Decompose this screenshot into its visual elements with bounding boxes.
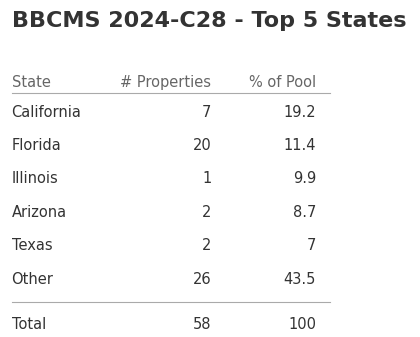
Text: 2: 2 [202, 238, 211, 253]
Text: 19.2: 19.2 [284, 105, 316, 120]
Text: Other: Other [11, 272, 53, 286]
Text: Texas: Texas [11, 238, 52, 253]
Text: Total: Total [11, 316, 46, 332]
Text: 43.5: 43.5 [284, 272, 316, 286]
Text: Illinois: Illinois [11, 172, 58, 186]
Text: % of Pool: % of Pool [249, 75, 316, 90]
Text: 1: 1 [202, 172, 211, 186]
Text: # Properties: # Properties [120, 75, 211, 90]
Text: 11.4: 11.4 [284, 138, 316, 153]
Text: Florida: Florida [11, 138, 61, 153]
Text: State: State [11, 75, 50, 90]
Text: 7: 7 [202, 105, 211, 120]
Text: 7: 7 [307, 238, 316, 253]
Text: 100: 100 [288, 316, 316, 332]
Text: 26: 26 [193, 272, 211, 286]
Text: 8.7: 8.7 [293, 205, 316, 220]
Text: 9.9: 9.9 [293, 172, 316, 186]
Text: BBCMS 2024-C28 - Top 5 States: BBCMS 2024-C28 - Top 5 States [11, 11, 406, 31]
Text: 2: 2 [202, 205, 211, 220]
Text: 20: 20 [192, 138, 211, 153]
Text: California: California [11, 105, 81, 120]
Text: Arizona: Arizona [11, 205, 67, 220]
Text: 58: 58 [193, 316, 211, 332]
